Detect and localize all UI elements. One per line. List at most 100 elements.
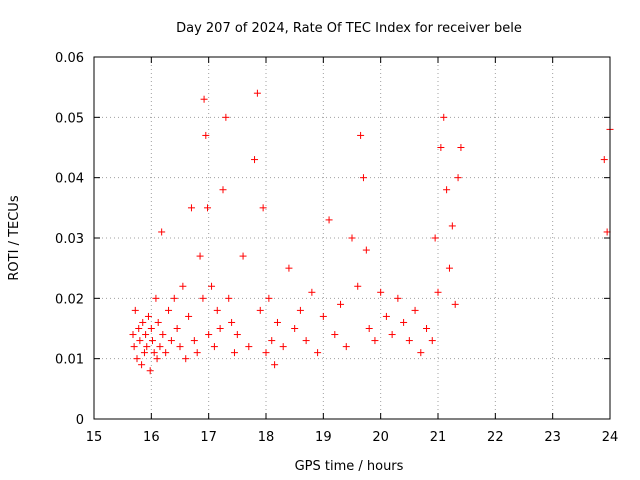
- data-point: [325, 216, 333, 224]
- data-point: [185, 312, 193, 320]
- data-point: [362, 246, 370, 254]
- data-point: [142, 331, 150, 339]
- data-point: [457, 144, 465, 151]
- data-point: [400, 318, 408, 326]
- data-point: [228, 318, 236, 326]
- data-point: [210, 343, 218, 351]
- data-point: [279, 343, 287, 351]
- data-point: [148, 337, 156, 345]
- data-point: [394, 294, 402, 302]
- data-point: [600, 156, 608, 164]
- data-point: [138, 361, 146, 369]
- data-point: [162, 349, 170, 357]
- data-point: [405, 337, 413, 345]
- data-point: [428, 337, 436, 345]
- data-point: [143, 343, 151, 351]
- x-tick-label: 24: [602, 430, 619, 445]
- data-point: [154, 318, 162, 326]
- x-tick-label: 21: [430, 430, 447, 445]
- data-point: [359, 174, 367, 182]
- data-point: [314, 349, 322, 357]
- data-point: [152, 294, 160, 302]
- data-point: [179, 282, 187, 290]
- data-point: [296, 306, 304, 314]
- data-point: [262, 349, 270, 357]
- data-point: [190, 337, 198, 345]
- data-point: [357, 131, 365, 139]
- data-point: [129, 331, 137, 339]
- data-point: [165, 306, 173, 314]
- data-point: [131, 306, 139, 314]
- data-point: [202, 131, 210, 139]
- data-point: [136, 337, 144, 345]
- data-point: [273, 318, 281, 326]
- data-point: [319, 312, 327, 320]
- data-point: [285, 264, 293, 272]
- data-point: [222, 113, 230, 121]
- data-point: [348, 234, 356, 242]
- data-point: [291, 325, 299, 332]
- data-point: [233, 331, 241, 339]
- y-tick-label: 0.06: [55, 51, 84, 66]
- x-tick-label: 20: [372, 430, 389, 445]
- data-point: [251, 156, 259, 164]
- x-tick-label: 16: [143, 430, 160, 445]
- data-point: [417, 349, 425, 357]
- data-point: [245, 343, 253, 351]
- x-tick-label: 18: [258, 430, 275, 445]
- data-points: [129, 89, 614, 375]
- data-point: [448, 222, 456, 230]
- data-point: [146, 367, 154, 375]
- data-point: [147, 325, 155, 332]
- data-point: [219, 186, 227, 194]
- data-point: [230, 349, 238, 357]
- y-tick-label: 0.05: [55, 111, 84, 126]
- data-point: [342, 343, 350, 351]
- data-point: [434, 288, 442, 296]
- y-axis-label: ROTI / TECUs: [7, 195, 22, 280]
- chart-title: Day 207 of 2024, Rate Of TEC Index for r…: [176, 21, 522, 36]
- x-tick-label: 15: [86, 430, 103, 445]
- data-point: [365, 325, 373, 332]
- data-point: [205, 331, 213, 339]
- x-axis-label: GPS time / hours: [295, 459, 404, 474]
- data-point: [225, 294, 233, 302]
- data-point: [193, 349, 201, 357]
- data-point: [239, 252, 247, 260]
- data-point: [139, 318, 147, 326]
- data-point: [256, 306, 264, 314]
- data-point: [173, 325, 181, 332]
- data-point: [265, 294, 273, 302]
- data-point: [158, 228, 166, 236]
- data-point: [259, 204, 267, 212]
- data-point: [423, 325, 431, 332]
- data-point: [187, 204, 195, 212]
- x-tick-label: 23: [544, 430, 561, 445]
- data-point: [208, 282, 216, 290]
- data-point: [337, 300, 345, 308]
- data-point: [388, 331, 396, 339]
- data-point: [371, 337, 379, 345]
- data-point: [268, 337, 276, 345]
- data-point: [354, 282, 362, 290]
- data-point: [213, 306, 221, 314]
- axis-ticks: [93, 56, 611, 420]
- data-point: [271, 361, 279, 369]
- data-point: [196, 252, 204, 260]
- data-point: [431, 234, 439, 242]
- data-point: [382, 312, 390, 320]
- data-point: [204, 204, 212, 212]
- data-point: [159, 331, 167, 339]
- data-point: [331, 331, 339, 339]
- data-point: [443, 186, 451, 194]
- y-tick-label: 0.04: [55, 172, 84, 187]
- data-point: [200, 95, 208, 103]
- x-tick-label: 19: [315, 430, 332, 445]
- data-point: [308, 288, 316, 296]
- data-point: [150, 349, 158, 357]
- data-point: [377, 288, 385, 296]
- y-tick-label: 0.03: [55, 232, 84, 247]
- data-point: [133, 355, 141, 363]
- data-point: [253, 89, 261, 97]
